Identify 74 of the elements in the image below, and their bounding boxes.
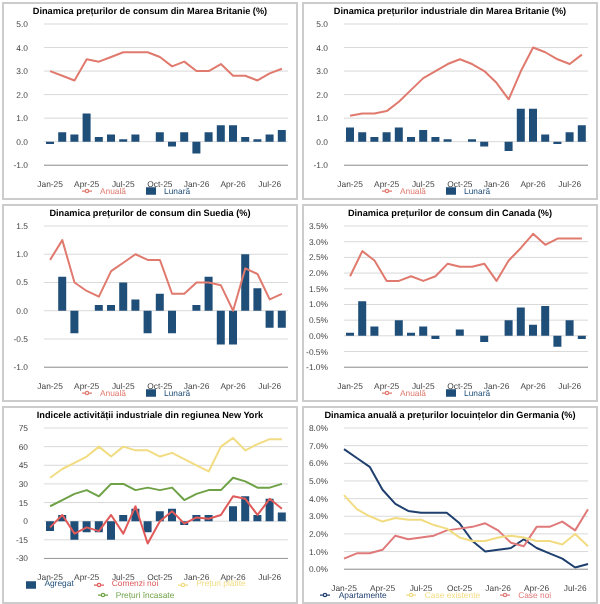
bar xyxy=(241,254,250,311)
bar xyxy=(70,310,79,334)
bar xyxy=(119,282,128,311)
bar xyxy=(577,125,586,142)
bar xyxy=(229,125,237,142)
bar xyxy=(155,132,164,142)
bar xyxy=(107,521,115,540)
line-series xyxy=(49,495,283,545)
bar xyxy=(192,141,201,154)
bar xyxy=(58,276,67,311)
bar xyxy=(277,129,286,142)
bar xyxy=(541,134,550,142)
bar xyxy=(370,326,379,336)
bar xyxy=(504,141,513,152)
bar xyxy=(107,305,115,311)
bar xyxy=(94,305,103,311)
bar xyxy=(394,320,403,336)
line-series xyxy=(49,239,283,312)
line-series xyxy=(49,51,283,82)
line-series xyxy=(49,476,283,508)
bar xyxy=(407,136,415,142)
bar xyxy=(168,310,176,334)
bar xyxy=(204,132,213,142)
bar xyxy=(180,132,189,142)
bar xyxy=(394,127,403,142)
bar xyxy=(229,506,237,522)
bar xyxy=(229,310,237,345)
bar xyxy=(70,134,79,142)
bar xyxy=(143,521,152,533)
bar xyxy=(241,136,250,142)
line-series xyxy=(343,494,589,548)
bar xyxy=(94,136,103,142)
bar xyxy=(253,288,262,311)
bar xyxy=(131,299,140,311)
bar xyxy=(277,310,286,328)
line-series xyxy=(343,508,589,560)
bar xyxy=(480,335,489,343)
bar xyxy=(216,125,225,142)
line-series xyxy=(49,436,283,479)
line-series xyxy=(349,232,583,282)
bar xyxy=(504,320,513,336)
bar xyxy=(516,108,525,142)
bar xyxy=(431,136,440,142)
bar xyxy=(265,134,274,142)
bar xyxy=(541,306,550,336)
bar xyxy=(553,335,562,347)
bar xyxy=(529,108,537,142)
bar xyxy=(253,514,262,522)
bar xyxy=(358,132,367,142)
bar xyxy=(419,129,428,142)
bar xyxy=(370,136,379,142)
bar xyxy=(529,324,537,336)
bar xyxy=(192,305,201,311)
bar xyxy=(455,329,464,336)
line-series xyxy=(349,46,583,117)
bar xyxy=(82,113,91,142)
bar xyxy=(516,307,525,336)
bar xyxy=(565,320,574,336)
bar xyxy=(204,276,213,311)
bar xyxy=(358,301,367,336)
bar xyxy=(107,134,115,142)
bar xyxy=(346,127,354,142)
line-series xyxy=(343,448,589,569)
bar xyxy=(58,132,67,142)
bar xyxy=(265,310,274,328)
bar xyxy=(143,310,152,334)
bar xyxy=(216,310,225,345)
bar xyxy=(277,512,286,522)
bar xyxy=(382,132,391,142)
bar xyxy=(565,132,574,142)
bar xyxy=(131,134,140,142)
bar xyxy=(119,514,128,522)
bar xyxy=(419,326,428,336)
bar xyxy=(155,293,164,311)
